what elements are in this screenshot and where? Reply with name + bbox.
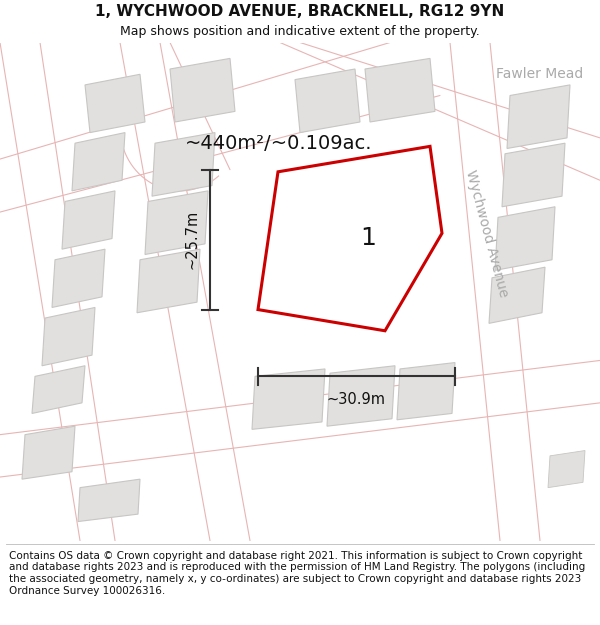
Polygon shape bbox=[85, 74, 145, 132]
Polygon shape bbox=[327, 366, 395, 426]
Polygon shape bbox=[137, 249, 200, 312]
Polygon shape bbox=[62, 191, 115, 249]
Polygon shape bbox=[152, 132, 215, 196]
Polygon shape bbox=[78, 479, 140, 521]
Polygon shape bbox=[502, 143, 565, 207]
Polygon shape bbox=[170, 58, 235, 122]
Polygon shape bbox=[52, 249, 105, 308]
Polygon shape bbox=[365, 58, 435, 122]
Polygon shape bbox=[507, 85, 570, 149]
Polygon shape bbox=[295, 69, 360, 132]
Text: ~30.9m: ~30.9m bbox=[327, 392, 386, 407]
Text: Contains OS data © Crown copyright and database right 2021. This information is : Contains OS data © Crown copyright and d… bbox=[9, 551, 585, 596]
Text: Map shows position and indicative extent of the property.: Map shows position and indicative extent… bbox=[120, 26, 480, 38]
Polygon shape bbox=[22, 426, 75, 479]
Polygon shape bbox=[548, 451, 585, 488]
Polygon shape bbox=[72, 132, 125, 191]
Text: ~25.7m: ~25.7m bbox=[185, 210, 199, 269]
Text: 1, WYCHWOOD AVENUE, BRACKNELL, RG12 9YN: 1, WYCHWOOD AVENUE, BRACKNELL, RG12 9YN bbox=[95, 4, 505, 19]
Text: Wychwood Avenue: Wychwood Avenue bbox=[463, 168, 511, 299]
Polygon shape bbox=[252, 369, 325, 429]
Polygon shape bbox=[397, 362, 455, 420]
Polygon shape bbox=[489, 267, 545, 323]
Text: 1: 1 bbox=[361, 226, 377, 251]
Text: ~440m²/~0.109ac.: ~440m²/~0.109ac. bbox=[185, 134, 373, 152]
Text: Fawler Mead: Fawler Mead bbox=[496, 68, 584, 81]
Polygon shape bbox=[258, 146, 442, 331]
Polygon shape bbox=[42, 308, 95, 366]
Polygon shape bbox=[32, 366, 85, 414]
Polygon shape bbox=[495, 207, 555, 271]
Polygon shape bbox=[145, 191, 208, 254]
